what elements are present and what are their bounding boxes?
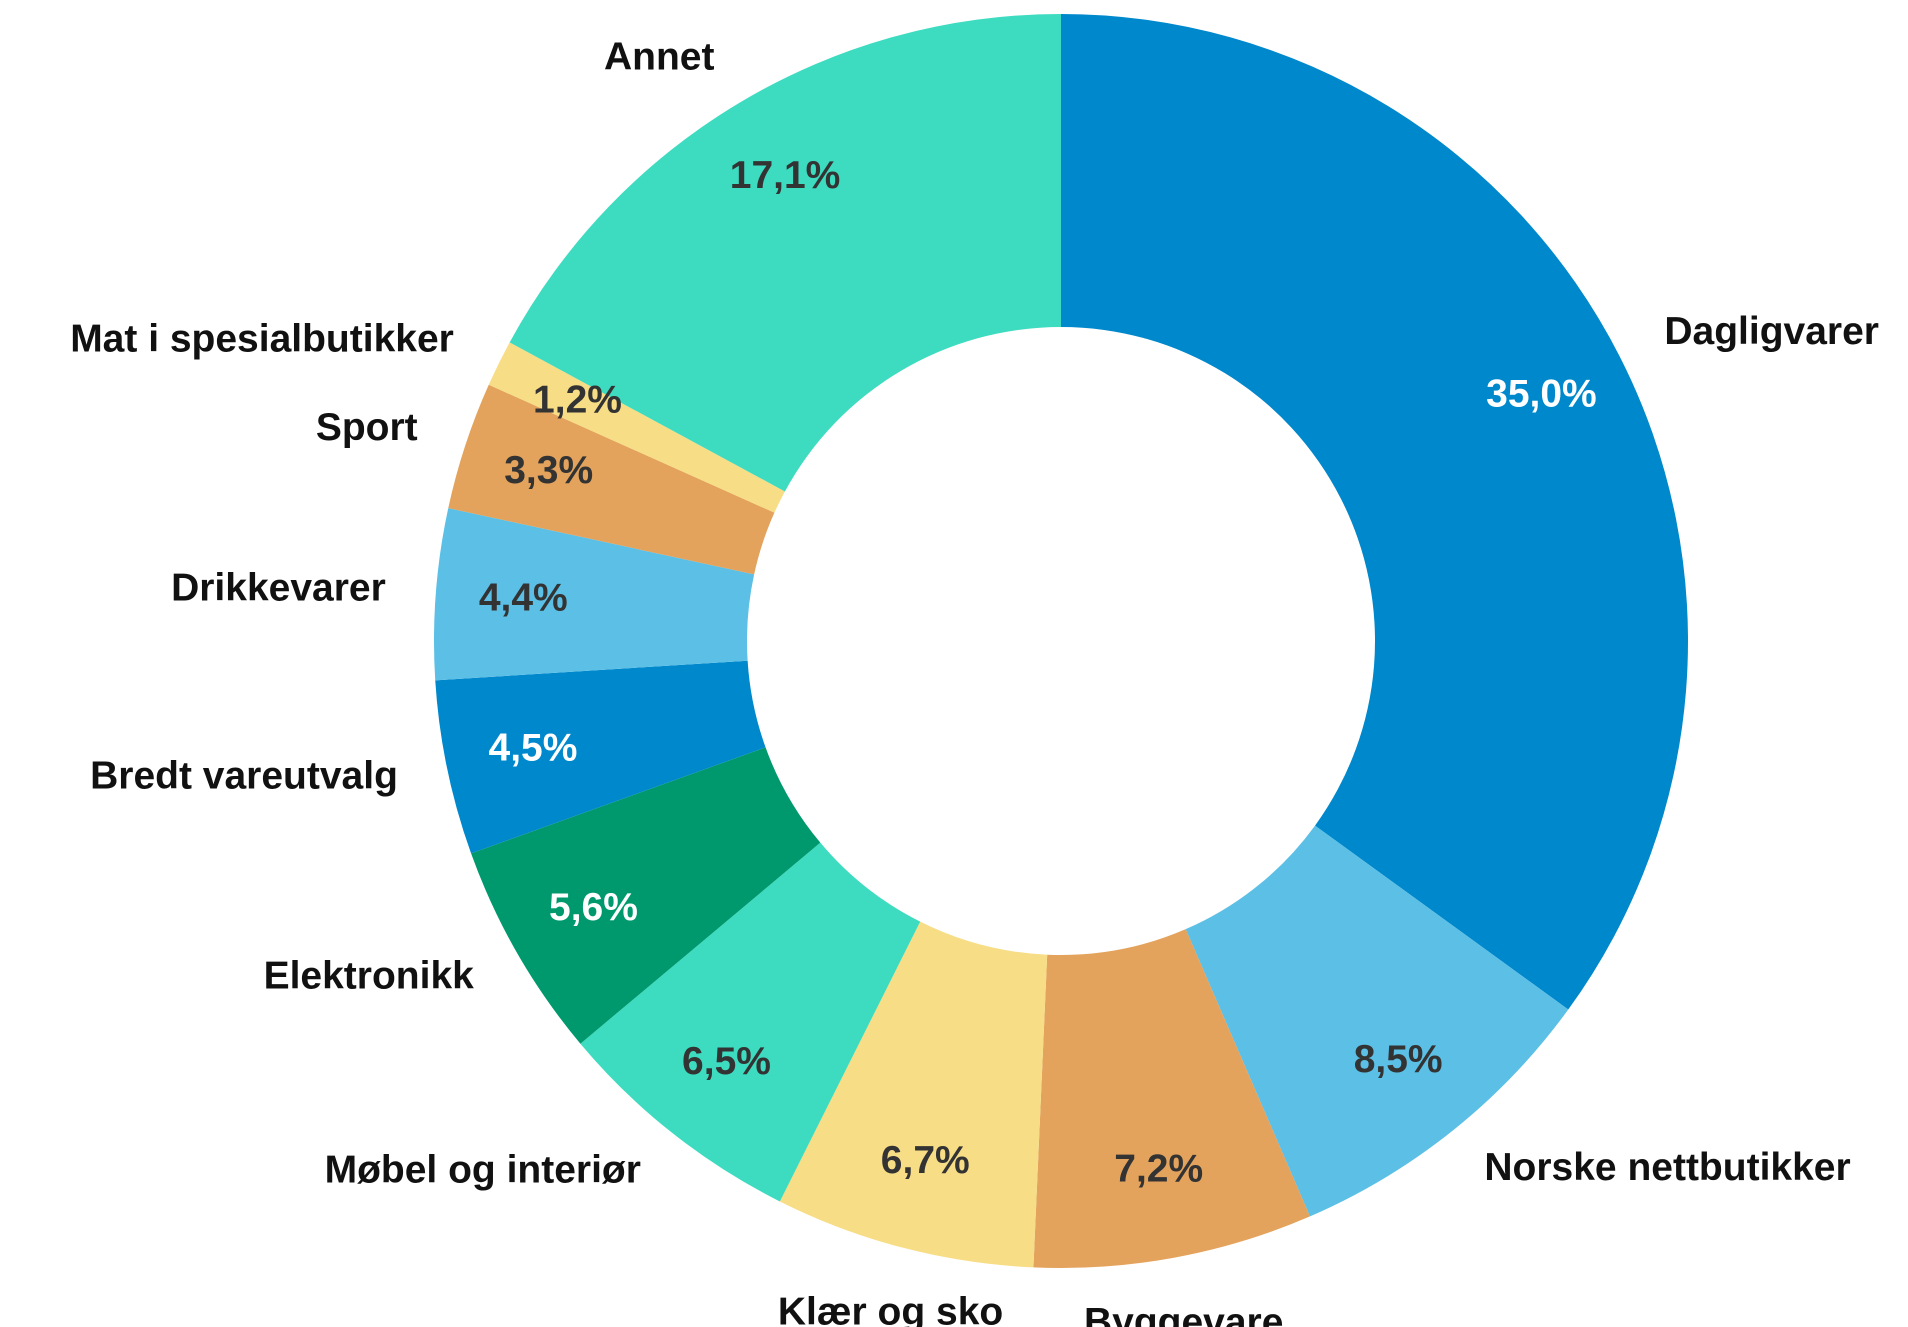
donut-slice xyxy=(434,508,755,681)
value-label: 3,3% xyxy=(504,449,593,492)
donut-slice xyxy=(509,14,1061,492)
value-label: 4,5% xyxy=(489,727,578,770)
value-label: 6,7% xyxy=(881,1139,970,1182)
category-label: Mat i spesialbutikker xyxy=(70,317,454,360)
category-label: Bredt vareutvalg xyxy=(90,755,398,798)
category-label: Møbel og interiør xyxy=(325,1148,641,1191)
value-label: 6,5% xyxy=(682,1040,771,1083)
category-label: Sport xyxy=(316,406,418,449)
category-label: Drikkevarer xyxy=(171,566,386,609)
category-label: Annet xyxy=(604,36,715,79)
donut-slice xyxy=(580,842,921,1202)
value-label: 5,6% xyxy=(549,886,638,929)
donut-slice xyxy=(435,660,766,854)
category-label: Klær og sko xyxy=(778,1291,1003,1327)
donut-slice xyxy=(779,921,1048,1268)
value-label: 8,5% xyxy=(1354,1038,1443,1081)
donut-slice xyxy=(448,384,775,575)
category-label: Norske nettbutikker xyxy=(1484,1146,1850,1189)
category-label: Elektronikk xyxy=(264,955,475,998)
category-label: Dagligvarer xyxy=(1664,310,1879,353)
donut-slice xyxy=(1061,14,1688,1010)
donut-slice xyxy=(1033,929,1311,1269)
value-label: 17,1% xyxy=(730,154,841,197)
category-label: Byggevare xyxy=(1084,1301,1283,1327)
value-label: 35,0% xyxy=(1486,372,1597,415)
value-label: 1,2% xyxy=(533,379,622,422)
donut-slice xyxy=(471,747,821,1044)
donut-slice xyxy=(488,342,785,513)
value-label: 4,4% xyxy=(479,577,568,620)
value-label: 7,2% xyxy=(1114,1148,1203,1191)
donut-slice xyxy=(1185,825,1569,1217)
